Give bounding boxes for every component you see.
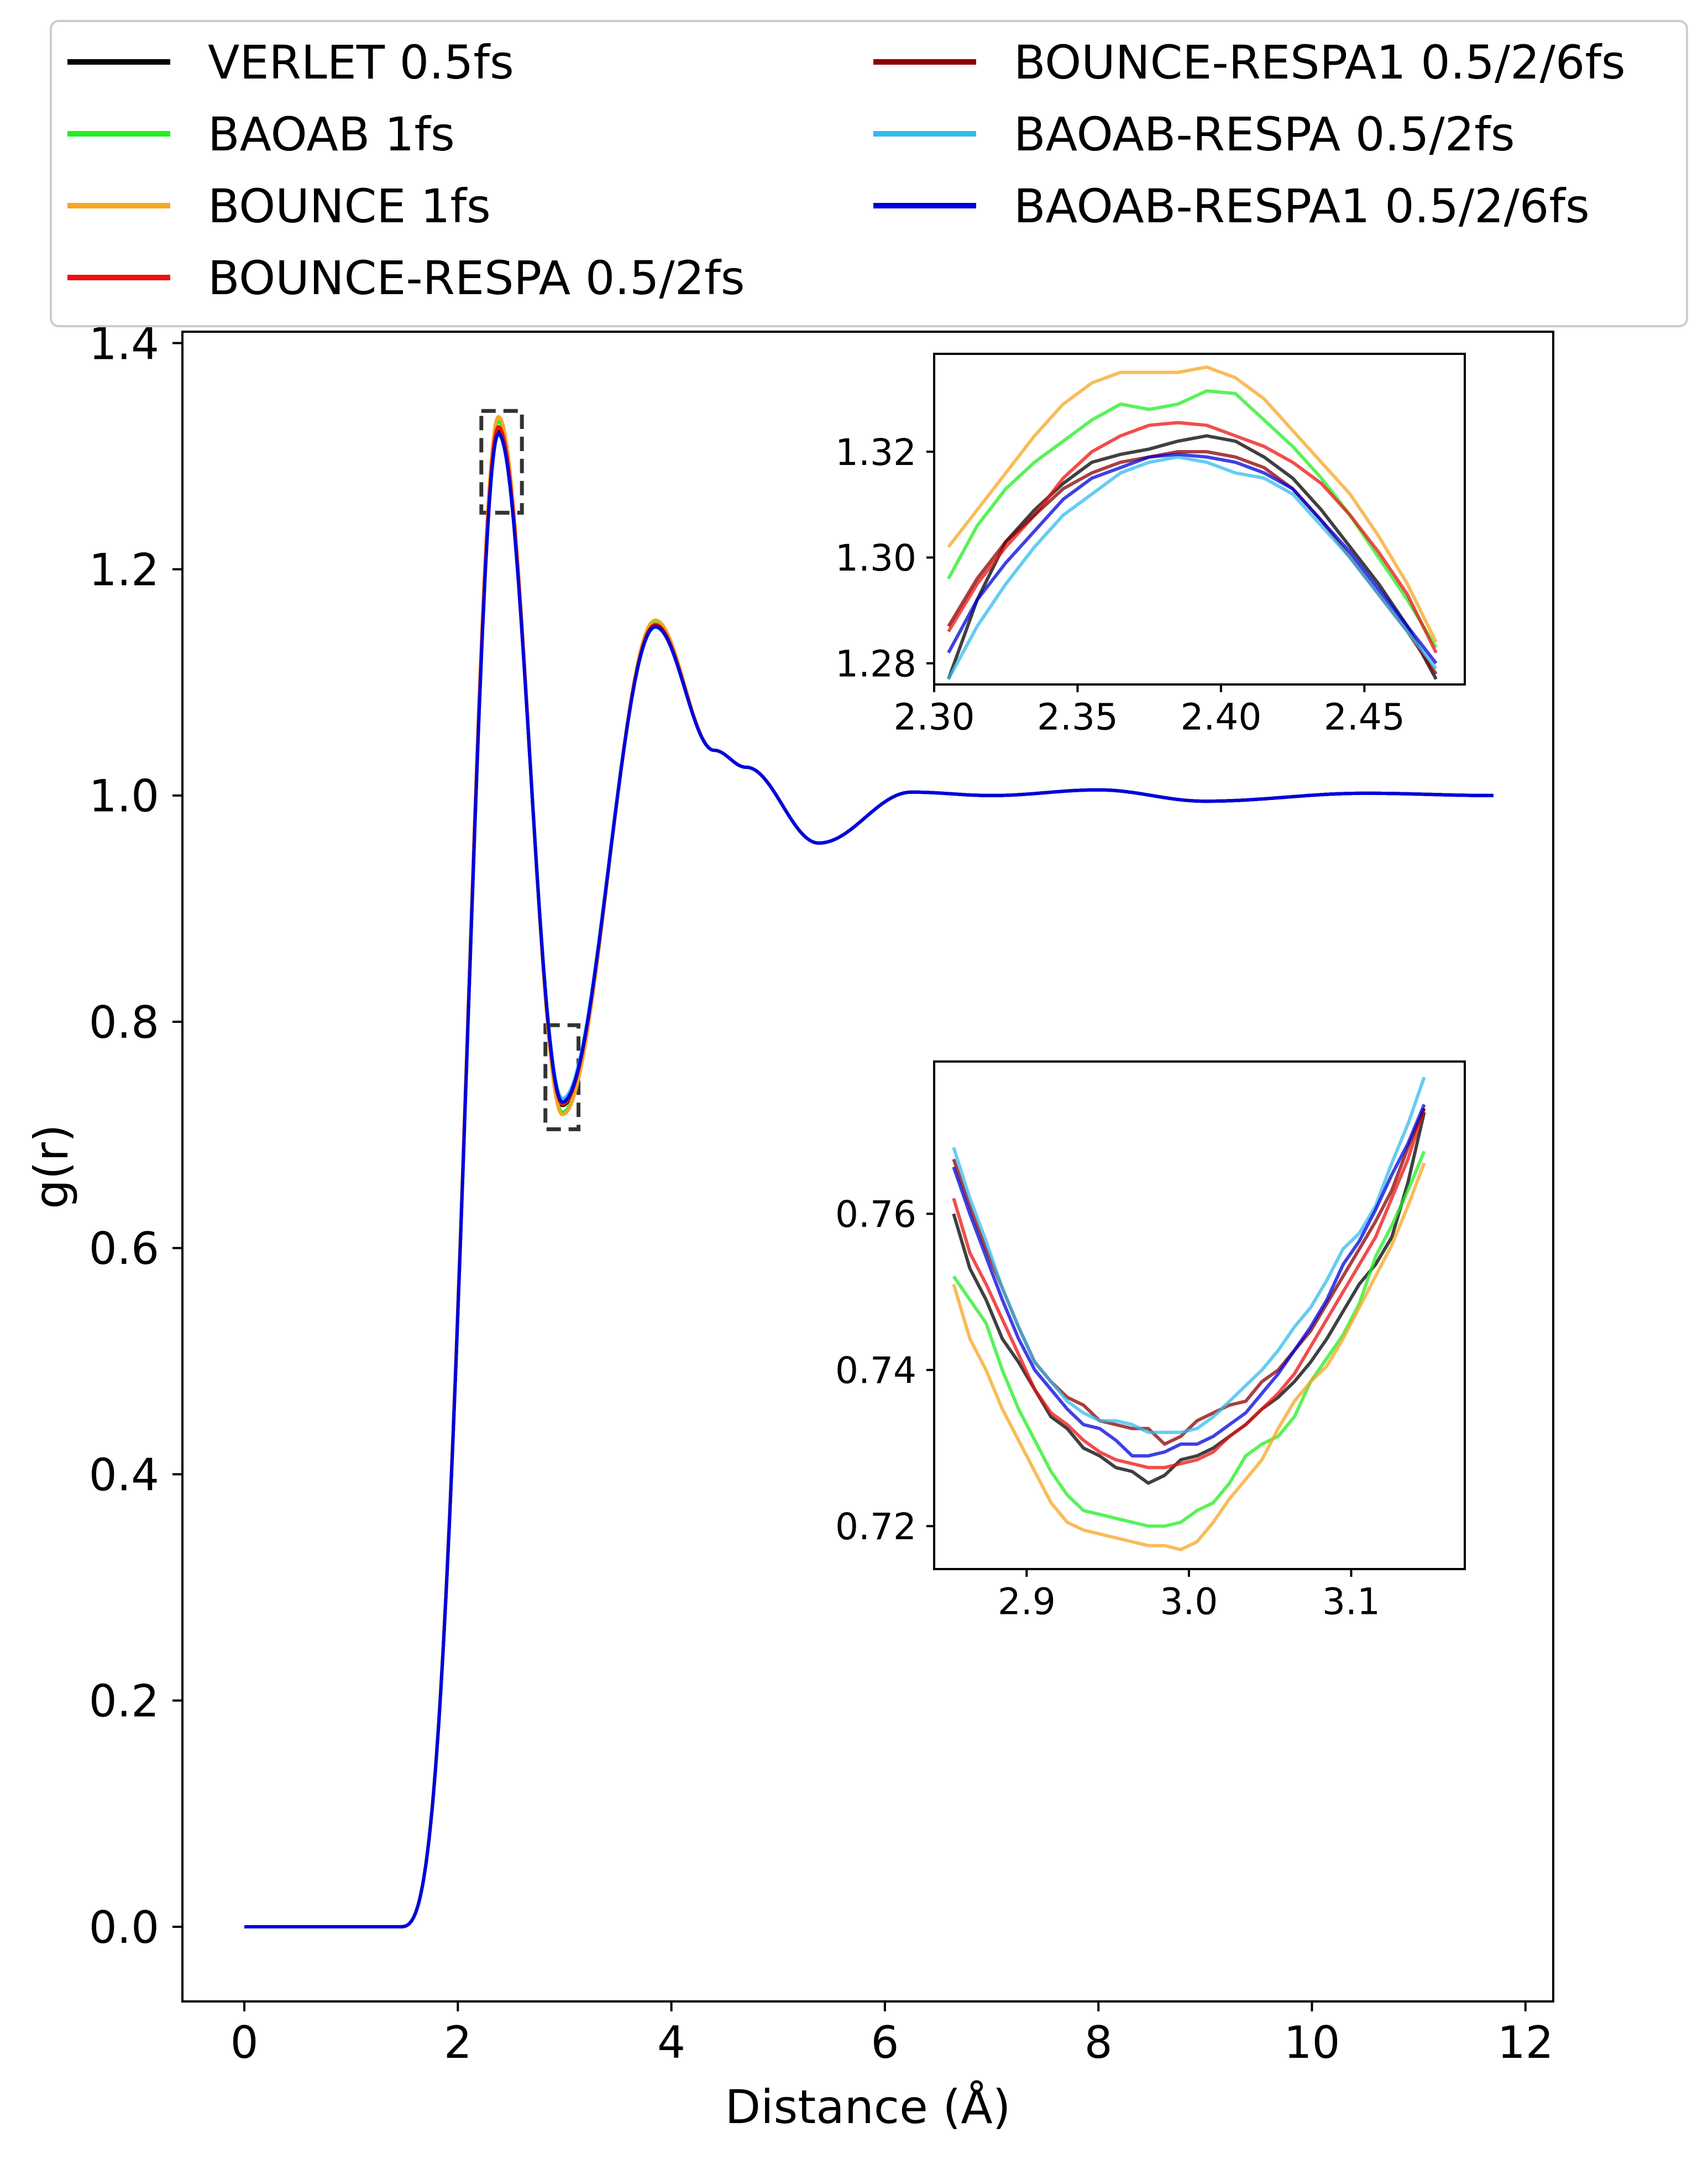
main-x-axis-label: Distance (Å): [725, 2079, 1010, 2134]
y-tick-label: 0.0: [89, 1902, 159, 1953]
main-y-ticks: 0.00.20.40.60.81.01.21.4: [89, 318, 182, 1953]
y-tick-label: 1.28: [835, 642, 916, 685]
legend: VERLET 0.5fs BAOAB 1fs BOUNCE 1fs BOUNCE-RE…: [50, 20, 1688, 327]
inset-series-line: [947, 452, 1438, 665]
zoom-boxes: [479, 409, 581, 1131]
inset-series-line: [947, 434, 1438, 680]
y-tick-label: 0.2: [89, 1676, 159, 1727]
legend-label: BOUNCE-RESPA1 0.5/2/6fs: [1014, 35, 1626, 90]
x-tick-label: 2.9: [998, 1581, 1056, 1623]
inset-peak-y-ticks: 1.28 1.30 1.32: [835, 431, 934, 685]
zoom-box: [543, 1023, 581, 1131]
y-tick-label: 1.32: [835, 431, 916, 474]
main-plot-frame: [181, 331, 1554, 2003]
legend-label: BAOAB-RESPA 0.5/2fs: [1014, 107, 1515, 161]
y-tick-label: 0.74: [835, 1350, 916, 1392]
main-y-axis-label: g(r): [24, 1124, 78, 1209]
x-tick-label: 8: [1084, 2017, 1113, 2068]
legend-frame: [50, 20, 1688, 327]
x-tick-label: 12: [1497, 2017, 1554, 2068]
x-tick-label: 2.45: [1324, 696, 1405, 739]
inset-series-line: [952, 1076, 1426, 1434]
inset-min-x-ticks: 2.9 3.0 3.1: [998, 1569, 1380, 1623]
legend-label: BOUNCE-RESPA 0.5/2fs: [208, 251, 745, 305]
inset-series-line: [947, 455, 1438, 680]
inset-peak: 2.30 2.35 2.40 2.45 1.28 1.30 1.32: [835, 353, 1466, 739]
series-line: [244, 432, 1494, 1928]
x-tick-label: 2.40: [1180, 696, 1261, 739]
x-tick-label: 4: [657, 2017, 685, 2068]
x-tick-label: 2.35: [1037, 696, 1118, 739]
y-tick-label: 1.0: [89, 771, 159, 822]
inset-min: 2.9 3.0 3.1 0.72 0.74 0.76: [835, 1060, 1466, 1623]
main-series-lines: [244, 415, 1494, 1928]
y-tick-label: 1.2: [89, 544, 159, 595]
y-tick-label: 0.8: [89, 997, 159, 1048]
inset-peak-frame: [933, 353, 1466, 686]
y-tick-label: 0.6: [89, 1223, 159, 1274]
x-tick-label: 2.30: [894, 696, 975, 739]
x-tick-label: 2: [444, 2017, 472, 2068]
inset-min-y-ticks: 0.72 0.74 0.76: [835, 1193, 934, 1548]
legend-label: VERLET 0.5fs: [208, 35, 514, 90]
legend-label: BAOAB-RESPA1 0.5/2/6fs: [1014, 179, 1590, 233]
inset-peak-x-ticks: 2.30 2.35 2.40 2.45: [894, 684, 1405, 739]
inset-peak-lines: [947, 365, 1438, 680]
y-tick-label: 0.76: [835, 1193, 916, 1236]
inset-series-line: [947, 365, 1438, 643]
x-tick-label: 10: [1284, 2017, 1340, 2068]
legend-label: BOUNCE 1fs: [208, 179, 491, 233]
y-tick-label: 0.72: [835, 1505, 916, 1548]
inset-series-line: [952, 1162, 1426, 1551]
zoom-box: [479, 409, 524, 515]
x-tick-label: 0: [230, 2017, 259, 2068]
main-x-ticks: 0 2 4 6 8 10 12: [230, 2001, 1554, 2068]
y-tick-label: 1.30: [835, 537, 916, 579]
inset-series-line: [952, 1104, 1426, 1458]
y-tick-label: 0.4: [89, 1449, 159, 1501]
inset-series-line: [952, 1107, 1426, 1470]
inset-min-frame: [933, 1060, 1466, 1570]
inset-series-line: [952, 1151, 1426, 1528]
x-tick-label: 3.1: [1322, 1581, 1380, 1623]
legend-label: BAOAB 1fs: [208, 107, 455, 161]
x-tick-label: 6: [871, 2017, 899, 2068]
inset-min-lines: [952, 1076, 1426, 1551]
x-tick-label: 3.0: [1160, 1581, 1218, 1623]
